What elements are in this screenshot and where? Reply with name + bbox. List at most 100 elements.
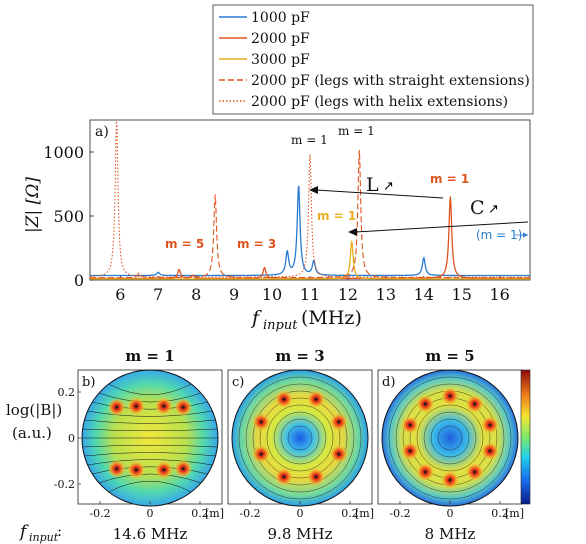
x-label-f: f [250,307,262,329]
x-axis-label: f input (MHz) [250,307,362,333]
finput-f: f [18,522,29,542]
leg-dot-2-9 [488,423,492,427]
legend-box [212,4,534,115]
leg-dot-2-7 [448,394,452,398]
annot-m1-black-b: m = 1 [338,124,375,138]
leg-dot-0-4 [115,405,119,409]
map-panel-0: m = 1b)14.6 MHz-0.2 0 0.2[m]0.20-0.2 [54,347,224,543]
leg-dot-0-5 [134,404,138,408]
leg-dot-1-0 [337,452,341,456]
annot-m1-black-a: m = 1 [291,133,328,147]
map-unit-1: [m] [355,507,374,520]
annot-m1-blue: (m = 1) [476,228,522,242]
legend: 1000 pF 2000 pF 3000 pF 2000 pF (legs with … [212,4,534,115]
field-line-0-5 [82,428,218,432]
legend-label-2: 3000 pF [251,52,310,68]
x-tick-label-10: 16 [489,285,509,304]
x-tick-label-5: 11 [300,285,320,304]
map-panel-1: m = 3 c) 9.8 MHz -0.2 0 0.2[m] [227,347,374,543]
map-unit-2: [m] [505,507,524,520]
map-x-tick-label-1-2: 0.2 [341,507,359,520]
leg-dot-1-4 [259,420,263,424]
field-ring-1-54 [245,383,355,493]
map-panel-label-0: b) [82,375,95,390]
leg-dot-0-7 [181,405,185,409]
annot-m3: m = 3 [237,237,276,251]
field-ring-2-54 [395,383,505,493]
field-line-0-7 [82,444,218,448]
x-tick-label-0: 6 [115,285,125,304]
colorbar [520,369,531,505]
panel-label-a: a) [95,124,109,140]
maps-ylabel-line1: log(|B|) [6,401,62,419]
leg-dot-1-1 [314,475,318,479]
map-x-tick-label-1-1: 0 [297,507,304,520]
field-maps: log(|B|) (a.u.) m = 1b)14.6 MHz-0.2 0 0.2[… [6,347,531,544]
l-arrow-line [315,189,444,199]
leg-dot-2-3 [423,470,427,474]
c-arrow-head [348,228,357,236]
finput-label: f input : [18,522,62,544]
finput-colon: : [57,522,62,540]
legend-label-1: 2000 pF [251,31,310,47]
leg-dot-0-6 [162,404,166,408]
y-axis-label: |Z| [Ω] [23,177,43,233]
field-ring-2-12 [437,425,463,451]
y-tick-label-2: 1000 [43,143,84,162]
leg-dot-1-6 [314,397,318,401]
annot-m5: m = 5 [165,237,204,251]
leg-dot-1-7 [337,420,341,424]
annot-m1-yellow: m = 1 [317,209,356,223]
x-label-sub: input [263,318,298,333]
field-line-0-10 [92,466,208,475]
leg-dot-0-0 [181,467,185,471]
l-label: L [366,174,379,196]
map-y-tick-label-0: 0.2 [58,386,76,399]
leg-dot-2-6 [423,402,427,406]
field-line-0-4 [84,419,216,424]
l-arrow-icon: ↗ [383,179,394,194]
field-ring-2-26 [423,411,477,465]
legend-label-4: 2000 pF (legs with helix extensions) [251,94,508,110]
leg-dot-2-1 [473,470,477,474]
leg-dot-0-3 [115,467,119,471]
map-y-tick-label-1: 0 [68,432,75,445]
c-arrow-line [354,221,529,233]
c-label: C [470,197,485,219]
field-line-0-12 [108,480,192,493]
map-x-tick-label-1-0: -0.2 [239,507,260,520]
x-tick-label-6: 12 [338,285,358,304]
map-x-tick-label-2-2: 0.2 [491,507,509,520]
map-unit-0: [m] [205,507,224,520]
x-tick-label-3: 9 [229,285,239,304]
x-tick-label-8: 14 [414,285,434,304]
leg-dot-2-8 [473,402,477,406]
field-line-0-0 [108,383,192,396]
map-x-tick-label-2-0: -0.2 [389,507,410,520]
map-x-tick-label-0-2: 0.2 [191,507,209,520]
field-line-0-1 [98,392,202,403]
map-x-tick-label-0-0: -0.2 [89,507,110,520]
field-ring-1-33 [266,404,334,472]
map-x-tick-label-0-1: 0 [147,507,154,520]
series-line-3 [90,149,530,279]
map-disk-2 [381,369,519,507]
field-line-0-8 [84,452,216,457]
field-ring-2-61 [388,376,512,500]
field-ring-1-47 [252,390,348,486]
c-arrow-icon: ↗ [488,202,499,217]
leg-dot-2-5 [408,423,412,427]
map-panel-label-1: c) [232,375,244,390]
field-line-0-11 [98,473,202,484]
series-line-2 [90,240,530,280]
field-line-0-9 [87,459,213,466]
map-title-2: m = 5 [425,347,474,365]
leg-dot-0-1 [162,468,166,472]
map-y-tick-label-2: -0.2 [54,478,75,491]
map-panel-label-2: d) [382,375,395,390]
leg-dot-2-0 [488,449,492,453]
map-x-tick-label-2-1: 0 [447,507,454,520]
field-ring-1-61 [238,376,362,500]
y-tick-label-1: 500 [53,207,84,226]
